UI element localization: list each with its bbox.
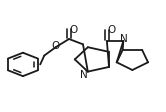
Text: O: O [51,40,59,50]
Text: O: O [70,25,78,34]
Text: N: N [80,69,88,79]
Text: N: N [120,33,128,43]
Text: O: O [107,25,116,35]
